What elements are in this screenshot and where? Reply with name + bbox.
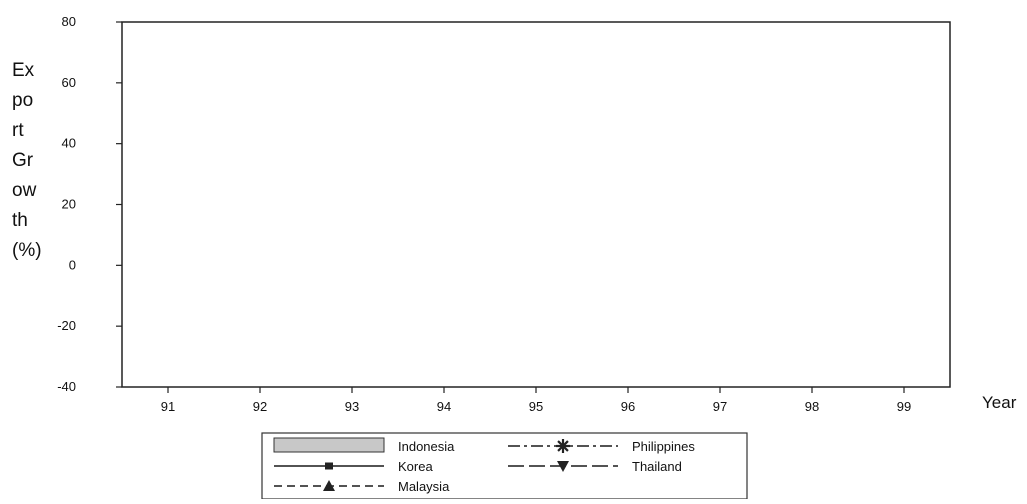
x-tick-label: 93 bbox=[345, 399, 359, 414]
x-axis-label: Year bbox=[982, 393, 1017, 412]
y-axis-label-line: (%) bbox=[12, 240, 42, 261]
legend-marker-philippines bbox=[556, 439, 570, 453]
y-axis-label-line: ow bbox=[12, 180, 37, 201]
y-tick-label: 0 bbox=[69, 257, 76, 272]
y-tick-label: 20 bbox=[62, 197, 76, 212]
x-tick-label: 91 bbox=[161, 399, 175, 414]
y-tick-label: 40 bbox=[62, 136, 76, 151]
y-axis-label-line: Gr bbox=[12, 150, 34, 171]
legend-label-philippines: Philippines bbox=[632, 439, 695, 454]
legend-marker-korea bbox=[325, 462, 333, 470]
x-tick-label: 97 bbox=[713, 399, 727, 414]
legend-label-korea: Korea bbox=[398, 459, 433, 474]
plot-frame bbox=[121, 21, 951, 388]
axes: 80 60 40 20 0 -20 -40 91 92 93 94 95 96 97 98 99 Year bbox=[57, 14, 1016, 414]
x-tick-label: 96 bbox=[621, 399, 635, 414]
x-tick-label: 94 bbox=[437, 399, 451, 414]
y-axis-label-line: th bbox=[12, 210, 28, 231]
y-axis-label: Ex po rt Gr ow th (%) bbox=[12, 60, 42, 261]
legend-marker-thailand bbox=[557, 461, 569, 472]
x-tick-label: 98 bbox=[805, 399, 819, 414]
asterisk-stroke bbox=[557, 440, 569, 452]
y-axis-label-line: po bbox=[12, 90, 33, 111]
x-tick-label: 92 bbox=[253, 399, 267, 414]
x-tick-label: 99 bbox=[897, 399, 911, 414]
legend-marker-malaysia bbox=[323, 480, 335, 491]
legend-label-thailand: Thailand bbox=[632, 459, 682, 474]
legend-label-indonesia: Indonesia bbox=[398, 439, 455, 454]
y-tick-label: -20 bbox=[57, 318, 76, 333]
y-tick-label: 80 bbox=[62, 14, 76, 29]
legend: Indonesia Philippines Korea Thailand Malaysi… bbox=[261, 432, 748, 500]
y-tick-label: 60 bbox=[62, 75, 76, 90]
x-tick-label: 95 bbox=[529, 399, 543, 414]
y-axis-label-line: rt bbox=[12, 120, 24, 141]
legend-label-malaysia: Malaysia bbox=[398, 479, 450, 494]
y-axis-label-line: Ex bbox=[12, 60, 35, 81]
legend-swatch-indonesia bbox=[273, 437, 385, 453]
y-tick-label: -40 bbox=[57, 379, 76, 394]
